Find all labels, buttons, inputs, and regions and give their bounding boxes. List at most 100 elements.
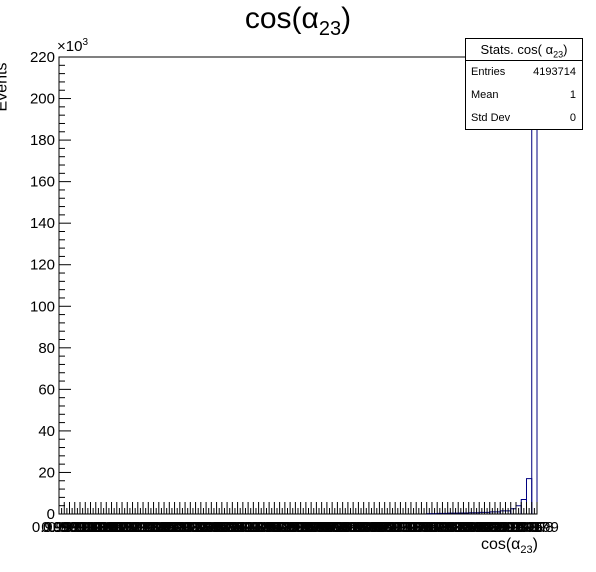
x-tick-label: 0.99913 [53,519,107,536]
stats-header-close: ) [563,42,568,57]
x-tick-label: 0.99981 [410,519,464,536]
x-tick-label: 0.99998 [499,519,553,536]
x-tick-label: 0.99915 [63,519,117,536]
x-tick-label: 0.99972 [363,519,417,536]
x-tick-label: 0.99918 [79,519,133,536]
x-tick-label: 0.99927 [126,519,180,536]
x-tick-label: 0.99957 [284,519,338,536]
x-tick-label: 0.99952 [258,519,312,536]
x-tick-label: 0.99954 [268,519,322,536]
y-tick-label: 40 [38,423,55,440]
chart-title-main: cos(α [244,2,319,35]
x-tick-label: 0.99956 [279,519,333,536]
x-tick-label: 0.99928 [132,519,186,536]
chart-title-sub: 23 [318,18,342,40]
chart-title-close: ) [341,2,352,35]
x-tick-label: 0.99933 [158,519,212,536]
x-tick-label: 0.99983 [421,519,475,536]
x-tick-label: 0.99979 [400,519,454,536]
x-tick-label: 0.99965 [326,519,380,536]
y-tick-label: 0 [47,506,55,523]
x-tick-label: 0.99967 [337,519,391,536]
x-tick-label: 0.99919 [84,519,138,536]
x-tick-label: 0.99997 [494,519,548,536]
x-tick-label: 0.99989 [452,519,506,536]
x-tick-label: 0.99912 [48,519,102,536]
y-axis: 0 20 40 60 80 100 120 140 160 180 200 220 [30,49,71,523]
x-tick-label: 0.9992 [94,519,140,536]
x-tick-label: 0.99977 [389,519,443,536]
x-tick-label: 0.99926 [121,519,175,536]
x-tick-label: 0.99969 [347,519,401,536]
x-tick-label: 0.99949 [242,519,296,536]
stats-key: Mean [471,89,499,101]
x-tick-label: 0.99937 [179,519,233,536]
x-tick-label: 0.99935 [168,519,222,536]
x-tick-label: 0.99978 [394,519,448,536]
x-tick-label: 0.99971 [358,519,412,536]
x-tick-label: 0.99914 [58,519,112,536]
y-axis-label: Events [0,62,11,112]
stats-key: Entries [471,66,506,78]
x-tick-label: 0.99985 [431,519,485,536]
x-tick-label: 0.9996 [304,519,350,536]
x-tick-label: 0.99999 [505,519,559,536]
stats-value: 4193714 [533,66,576,78]
y-tick-label: 160 [30,174,55,191]
x-tick-label: 0.99938 [184,519,238,536]
x-tick-label: 0.99986 [436,519,490,536]
stats-key: Std Dev [471,112,511,124]
x-tick-label: 0.99991 [463,519,517,536]
x-tick-label: 0.99976 [384,519,438,536]
y-tick-label: 80 [38,340,55,357]
y-exponent-power: 3 [82,37,89,48]
x-tick-label: 0.99964 [321,519,375,536]
x-tick-label: 0.99925 [116,519,170,536]
y-exponent-base: ×10 [57,38,83,55]
y-tick-label: 140 [30,215,55,232]
x-tick-label: 0.99932 [153,519,207,536]
y-tick-label: 200 [30,91,55,108]
y-tick-label: 220 [30,49,55,66]
stats-value: 0 [569,112,576,124]
x-tick-label: 0.99951 [252,519,306,536]
x-tick-label: 0.99958 [289,519,343,536]
x-tick-label: 0.99917 [74,519,128,536]
stats-header: Stats. cos( α23) [466,39,582,61]
x-tick-label: 0.99939 [189,519,243,536]
stats-header-main: Stats. cos( α [480,42,554,57]
x-tick-label: 0.99974 [373,519,427,536]
x-tick-label: 0.99959 [295,519,349,536]
x-tick-label: 0.99995 [484,519,538,536]
x-tick-label: 1 [533,519,541,536]
x-tick-label: 0.99929 [137,519,191,536]
chart-title: cos(α23) [0,2,596,41]
x-tick-label: 0.99987 [442,519,496,536]
y-tick-label: 120 [30,257,55,274]
stats-row-entries: Entries 4193714 [466,61,582,84]
x-tick-label: 0.99911 [43,519,96,536]
stats-value: 1 [569,89,576,101]
y-axis-exponent: ×103 [57,37,88,55]
x-tick-label: 0.99942 [205,519,259,536]
x-tick-label: 0.99966 [331,519,385,536]
x-tick-label: 0.99922 [100,519,154,536]
x-tick-label: 0.99909 [32,519,86,536]
stats-row-mean: Mean 1 [466,84,582,107]
x-tick-label: 0.99996 [489,519,543,536]
x-tick-label: 0.9997 [356,519,402,536]
x-tick-label: 0.99953 [263,519,317,536]
stats-box: Stats. cos( α23) Entries 4193714 Mean 1 St… [465,38,583,130]
x-tick-label: 0.99923 [105,519,159,536]
x-axis-label-close: ) [532,536,538,553]
x-tick-label: 0.99975 [379,519,433,536]
x-tick-label: 0.9993 [146,519,192,536]
x-axis-label: cos(α23) [481,536,538,556]
x-tick-label: 0.99955 [274,519,328,536]
x-tick-label: 0.99963 [316,519,370,536]
x-tick-label: 0.9991 [41,519,87,536]
stats-row-stddev: Std Dev 0 [466,107,582,130]
x-axis-label-main: cos(α [480,536,521,553]
x-tick-label: 0.99948 [237,519,291,536]
